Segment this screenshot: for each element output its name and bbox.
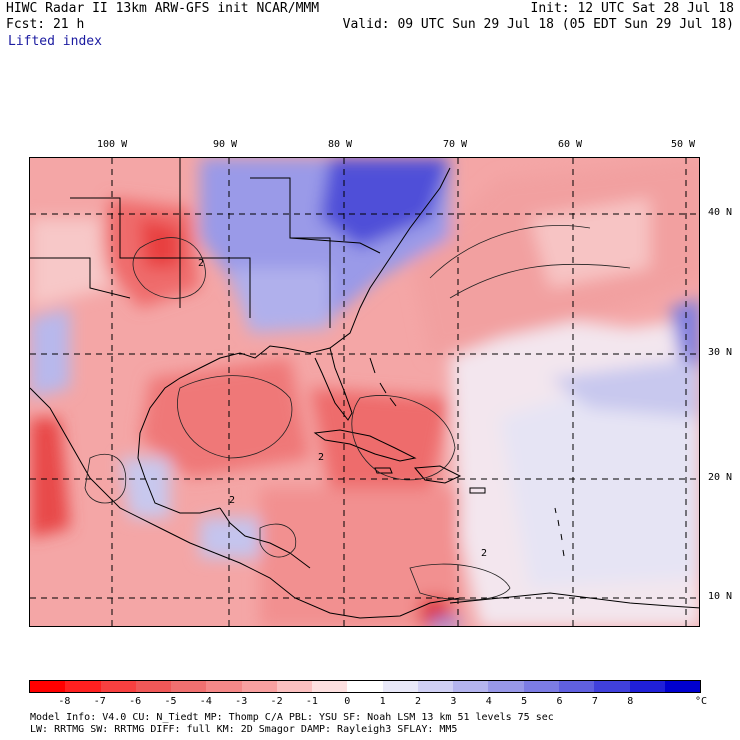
colorbar-tick-label: 7 (591, 696, 598, 707)
lon-label-70w: 70 W (443, 139, 468, 150)
colorbar-tick-label: 0 (344, 696, 351, 707)
lat-label-20n: 20 N (708, 472, 733, 483)
colorbar-swatch (100, 681, 136, 692)
contour-label: 2 (318, 452, 324, 463)
colorbar-swatch (30, 681, 66, 692)
colorbar-swatch (523, 681, 559, 692)
colorbar-swatch (347, 681, 383, 692)
lon-label-80w: 80 W (328, 139, 353, 150)
graticule (30, 158, 699, 626)
valid-time: Valid: 09 UTC Sun 29 Jul 18 (05 EDT Sun … (342, 17, 734, 32)
colorbar-tick-label: 5 (521, 696, 528, 707)
colorbar-tick-label: 4 (485, 696, 492, 707)
colorbar-swatch (312, 681, 348, 692)
colorbar-swatch (453, 681, 489, 692)
colorbar (29, 680, 701, 693)
colorbar-tick-label: 8 (627, 696, 634, 707)
model-info-line1: Model Info: V4.0 CU: N_Tiedt MP: Thomp C… (30, 712, 554, 723)
colorbar-swatch (206, 681, 242, 692)
lat-label-10n: 10 N (708, 591, 733, 602)
colorbar-swatch (488, 681, 524, 692)
colorbar-tick-label: 6 (556, 696, 563, 707)
colorbar-swatch (664, 681, 701, 692)
contours (84, 225, 631, 601)
colorbar-swatch (171, 681, 207, 692)
lon-label-100w: 100 W (97, 139, 128, 150)
field-shading (30, 158, 699, 626)
lon-label-60w: 60 W (558, 139, 583, 150)
colorbar-swatch (558, 681, 595, 692)
colorbar-tick-label: -2 (270, 696, 283, 707)
contour-label: 2 (481, 548, 487, 559)
colorbar-swatch (417, 681, 454, 692)
colorbar-tick-label: -4 (199, 696, 212, 707)
forecast-hour: Fcst: 21 h (6, 17, 85, 32)
contour-label: 2 (229, 495, 235, 506)
colorbar-tick-label: 2 (415, 696, 422, 707)
colorbar-tick-label: -5 (164, 696, 177, 707)
colorbar-unit: °C (695, 696, 708, 707)
model-info-line2: LW: RRTMG SW: RRTMG DIFF: full KM: 2D Sm… (30, 724, 458, 735)
lon-label-50w: 50 W (671, 139, 696, 150)
lifted-index-map: 2 2 2 2 (29, 157, 700, 627)
init-time: Init: 12 UTC Sat 28 Jul 18 (530, 1, 735, 16)
contour-label: 2 (198, 258, 204, 269)
field-name: Lifted index (8, 34, 102, 49)
lon-label-90w: 90 W (213, 139, 238, 150)
coastlines (30, 158, 699, 619)
colorbar-tick-label: -6 (129, 696, 142, 707)
colorbar-tick-label: -1 (305, 696, 318, 707)
colorbar-swatch (241, 681, 277, 692)
map-canvas: 2 2 2 2 (30, 158, 699, 626)
model-title: HIWC Radar II 13km ARW-GFS init NCAR/MMM (6, 1, 320, 16)
colorbar-swatch (65, 681, 101, 692)
colorbar-swatch (382, 681, 418, 692)
colorbar-swatch (276, 681, 313, 692)
colorbar-tick-label: -8 (58, 696, 71, 707)
lat-label-30n: 30 N (708, 347, 733, 358)
colorbar-tick-label: -7 (93, 696, 106, 707)
colorbar-swatch (135, 681, 172, 692)
colorbar-swatch (594, 681, 630, 692)
colorbar-tick-label: 3 (450, 696, 457, 707)
colorbar-tick-label: -3 (235, 696, 248, 707)
colorbar-tick-label: 1 (379, 696, 386, 707)
lat-label-40n: 40 N (708, 207, 733, 218)
colorbar-swatch (629, 681, 665, 692)
